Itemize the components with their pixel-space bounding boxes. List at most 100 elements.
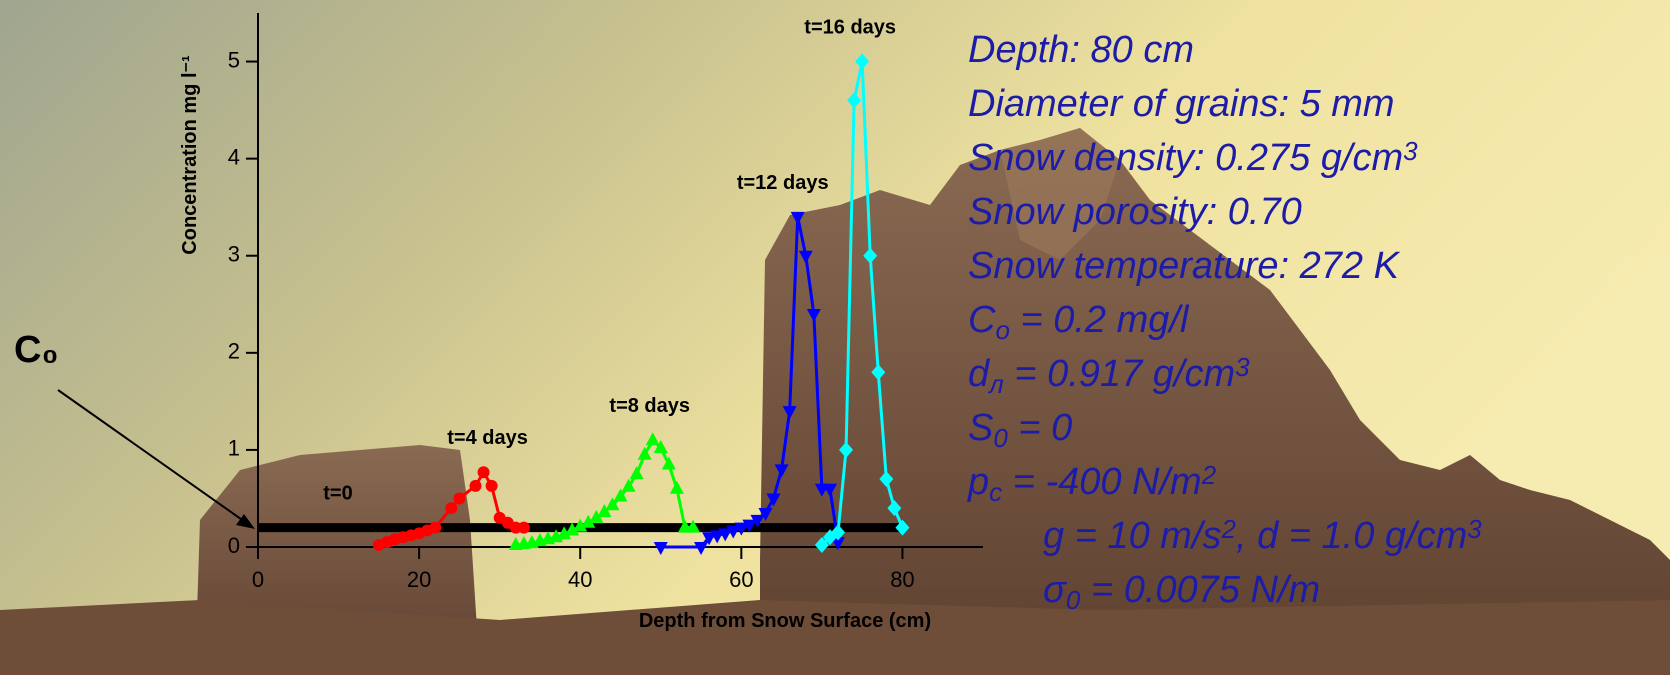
series-label: t=8 days: [609, 395, 690, 417]
parameter-text: Diameter of grains: 5 mm: [968, 83, 1395, 125]
series-label: t=0: [323, 483, 352, 505]
x-tick-label: 40: [568, 567, 592, 592]
data-point: [895, 519, 910, 536]
parameter-text: Snow density: 0.275 g/cm: [968, 137, 1403, 179]
data-point: [814, 537, 829, 554]
data-point: [798, 250, 813, 264]
data-point: [597, 504, 612, 518]
data-point: [621, 478, 636, 492]
data-point: [653, 542, 668, 555]
series-label: t=16 days: [804, 17, 896, 39]
x-axis-label: Depth from Snow Surface (cm): [639, 610, 931, 632]
annotation-arrow: [57, 389, 249, 525]
y-tick-label: 5: [228, 47, 240, 72]
data-point: [839, 441, 854, 458]
parameter-text: Depth: 80 cm: [968, 29, 1194, 71]
data-point: [831, 537, 845, 551]
parameter-subscript: 0: [1066, 585, 1081, 615]
parameter-subscript: л: [987, 369, 1004, 399]
data-point: [589, 509, 604, 523]
data-point: [605, 497, 620, 511]
parameter-line: g = 10 m/s2, d = 1.0 g/cm3: [1043, 514, 1482, 557]
parameter-superscript: 2: [1220, 514, 1236, 544]
parameter-line: S0 = 0: [968, 407, 1072, 453]
parameter-text: p: [967, 461, 989, 503]
series-label: t=4 days: [447, 427, 528, 449]
data-point: [429, 521, 442, 534]
parameters: Depth: 80 cm Diameter of grains: 5 mm Snow…: [967, 29, 1482, 615]
arrow-head: [236, 514, 255, 529]
x-tick-label: 20: [407, 567, 431, 592]
data-point: [573, 518, 588, 532]
y-tick-label: 2: [228, 339, 240, 364]
data-point: [879, 471, 894, 488]
parameter-line: Snow temperature: 272 K: [968, 245, 1401, 287]
data-point: [469, 479, 482, 492]
data-point: [806, 308, 821, 322]
data-point: [686, 519, 700, 533]
parameter-text: = 0: [1008, 407, 1072, 449]
parameter-text: S: [968, 407, 993, 449]
parameter-line: σ0 = 0.0075 N/m: [1043, 569, 1320, 615]
data-point: [629, 466, 644, 480]
parameter-text: , d = 1.0 g/cm: [1236, 515, 1467, 557]
data-point: [694, 542, 709, 555]
data-point: [847, 92, 862, 109]
data-point: [645, 432, 660, 446]
parameter-text: = 0.0075 N/m: [1080, 569, 1320, 611]
y-axis-label: Concentration mg l⁻¹: [179, 55, 201, 255]
data-point: [871, 364, 886, 381]
data-point: [766, 493, 781, 507]
parameter-line: pc = -400 N/m2: [967, 460, 1217, 507]
x-tick-label: 0: [252, 567, 264, 592]
x-tick-label: 80: [890, 567, 914, 592]
parameter-superscript: 3: [1467, 514, 1482, 544]
parameter-text: σ: [1043, 569, 1068, 611]
data-point: [581, 514, 596, 528]
data-point: [718, 528, 733, 542]
parameter-superscript: 2: [1201, 460, 1217, 490]
parameter-text: d: [968, 353, 991, 395]
parameter-line: Snow density: 0.275 g/cm3: [968, 136, 1418, 179]
data-point: [742, 519, 757, 533]
data-point: [637, 446, 652, 460]
data-point: [782, 406, 797, 420]
data-point: [485, 479, 498, 492]
parameter-superscript: 3: [1403, 136, 1418, 166]
data-point: [774, 464, 789, 478]
data-point: [863, 247, 878, 264]
plot: 0 1 2 3 4 5 0 20 40 60 80 Depth from Snow Surface (…: [14, 13, 983, 632]
data-point: [758, 508, 773, 522]
data-point: [445, 502, 458, 515]
parameter-text: = 0.2 mg/l: [1010, 299, 1190, 341]
data-point: [517, 521, 530, 534]
data-point: [661, 456, 676, 470]
y-tick-label: 1: [228, 436, 240, 461]
data-point: [565, 522, 580, 536]
parameter-text: = 0.917 g/cm: [1004, 353, 1235, 395]
series-label: t=12 days: [737, 172, 829, 194]
parameter-text: C: [968, 299, 996, 341]
data-point: [734, 522, 749, 536]
parameter-text: g = 10 m/s: [1043, 515, 1221, 557]
parameter-line: Co = 0.2 mg/l: [968, 299, 1190, 345]
parameter-subscript: 0: [993, 423, 1008, 453]
data-point: [710, 530, 725, 544]
parameter-superscript: 3: [1235, 352, 1250, 382]
parameter-text: Snow temperature: 272 K: [968, 245, 1401, 287]
annotation: C₀: [14, 329, 59, 371]
data-point: [726, 525, 741, 539]
parameter-text: Snow porosity: 0.70: [968, 191, 1302, 233]
parameter-subscript: c: [989, 477, 1002, 507]
data-point: [613, 488, 628, 502]
data-point: [453, 492, 466, 505]
data-point: [653, 439, 668, 453]
data-point: [887, 500, 902, 517]
data-point: [750, 514, 765, 528]
data-point: [822, 483, 837, 497]
data-point: [855, 53, 870, 70]
y-tick-label: 3: [228, 242, 240, 267]
data-point: [790, 211, 805, 225]
